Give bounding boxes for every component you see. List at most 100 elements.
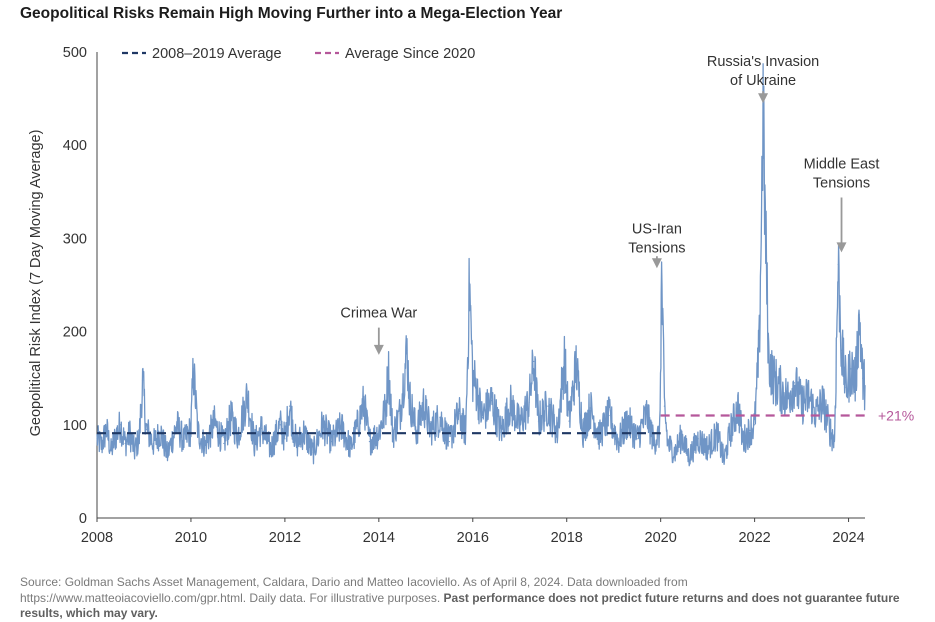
x-tick-label: 2022 — [738, 530, 770, 546]
gpr-data-point — [321, 424, 324, 426]
annotation-label: Middle East — [804, 157, 880, 173]
gpr-data-point — [808, 396, 810, 398]
gpr-data-point — [653, 440, 655, 443]
gpr-data-point — [387, 366, 389, 368]
x-tick-label: 2008 — [81, 530, 113, 546]
gpr-data-point — [260, 427, 263, 430]
gpr-data-point — [422, 403, 425, 405]
gpr-data-point — [176, 424, 178, 426]
x-tick-label: 2018 — [551, 530, 583, 546]
gpr-data-point — [519, 424, 521, 426]
y-tick-label: 0 — [79, 511, 87, 527]
gpr-data-point — [124, 442, 126, 445]
gpr-data-point — [448, 440, 450, 443]
x-tick-label: 2010 — [175, 530, 207, 546]
gpr-data-point — [829, 428, 831, 431]
gpr-data-point — [331, 440, 333, 443]
y-tick-label: 200 — [63, 325, 87, 341]
gpr-data-point — [392, 433, 394, 435]
gpr-data-point — [230, 416, 232, 418]
gpr-data-point — [303, 431, 305, 433]
gpr-data-point — [793, 382, 796, 384]
gpr-data-point — [563, 358, 565, 361]
gpr-data-point — [312, 452, 314, 454]
gpr-data-point — [115, 435, 117, 437]
gpr-data-point — [105, 428, 107, 431]
x-tick-label: 2016 — [457, 530, 489, 546]
annotation-label: of Ukraine — [730, 73, 796, 89]
gpr-data-point — [749, 429, 751, 431]
gpr-data-point — [284, 438, 286, 440]
y-tick-label: 400 — [63, 138, 87, 154]
gpr-data-point — [533, 360, 535, 363]
gpr-data-point — [204, 444, 206, 446]
gpr-data-point — [288, 405, 291, 407]
source-text: Source: Goldman Sachs Asset Management, … — [20, 575, 688, 605]
x-tick-label: 2012 — [269, 530, 301, 546]
gpr-data-point — [96, 438, 98, 440]
gpr-data-point — [858, 314, 860, 316]
gpr-data-point — [688, 456, 690, 459]
source-note: Source: Goldman Sachs Asset Management, … — [20, 575, 915, 622]
gpr-data-point — [296, 444, 298, 446]
gpr-data-point — [674, 452, 676, 454]
gpr-data-point — [864, 385, 866, 387]
gpr-data-point — [667, 442, 669, 445]
gpr-data-point — [815, 413, 817, 415]
gpr-data-point — [279, 424, 281, 426]
y-axis-label: Geopolitical Risk Index (7 Day Moving Av… — [28, 130, 44, 437]
gpr-data-point — [359, 416, 361, 418]
gpr-data-point — [862, 377, 864, 379]
gpr-data-point — [270, 448, 272, 450]
y-tick-label: 500 — [63, 45, 87, 61]
gpr-data-point — [742, 440, 744, 443]
gpr-data-point — [472, 377, 474, 379]
annotation-arrow-head — [373, 344, 384, 355]
gpr-data-point — [378, 431, 380, 433]
gpr-data-point — [253, 442, 255, 445]
gpr-data-point — [213, 422, 216, 424]
gpr-data-point — [537, 420, 540, 422]
gpr-data-point — [197, 431, 199, 433]
gpr-data-point — [786, 398, 789, 400]
annotation-arrow-head — [836, 242, 847, 253]
gpr-data-point — [575, 364, 577, 366]
gpr-data-point — [661, 275, 663, 277]
gpr-data-point — [716, 433, 718, 435]
gpr-data-point — [145, 428, 147, 431]
gpr-data-point — [141, 379, 144, 381]
annotation-arrow-head — [758, 93, 769, 104]
gpr-data-point — [845, 386, 847, 389]
legend: 2008–2019 Average Average Since 2020 — [122, 46, 475, 62]
gpr-data-point — [627, 420, 629, 422]
gpr-data-point — [707, 447, 709, 449]
gpr-data-point — [183, 440, 185, 443]
gpr-data-point — [490, 399, 493, 402]
legend-label: 2008–2019 Average — [152, 46, 282, 62]
gpr-data-point — [481, 416, 483, 418]
gpr-data-point — [599, 435, 601, 437]
gpr-data-point — [833, 440, 836, 443]
gpr-data-point — [237, 435, 239, 437]
annotation-label: Tensions — [628, 241, 685, 257]
gpr-data-point — [779, 388, 782, 390]
gpr-data-point — [190, 428, 192, 431]
annotation-label: Russia's Invasion — [707, 54, 819, 70]
x-tick-label: 2024 — [832, 530, 864, 546]
gpr-data-point — [772, 377, 775, 379]
series-group: +21% — [96, 63, 914, 467]
gpr-data-point — [363, 401, 365, 404]
annotation-label: Tensions — [813, 176, 870, 192]
gpr-data-point — [737, 405, 739, 407]
gpr-data-point — [556, 431, 558, 433]
gpr-data-point — [764, 209, 766, 212]
gpr-data-point — [617, 440, 619, 443]
gpr-data-point — [166, 454, 169, 456]
gpr-data-point — [350, 447, 352, 449]
gpr-data-point — [246, 394, 248, 396]
gpr-data-point — [406, 349, 408, 351]
gpr-index-line — [96, 63, 866, 467]
gpr-data-point — [119, 424, 122, 426]
gpr-data-point — [439, 416, 441, 418]
annotation-arrow-head — [651, 258, 662, 269]
